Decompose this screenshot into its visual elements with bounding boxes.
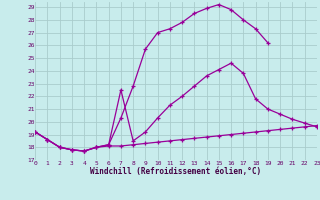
X-axis label: Windchill (Refroidissement éolien,°C): Windchill (Refroidissement éolien,°C)	[91, 167, 261, 176]
